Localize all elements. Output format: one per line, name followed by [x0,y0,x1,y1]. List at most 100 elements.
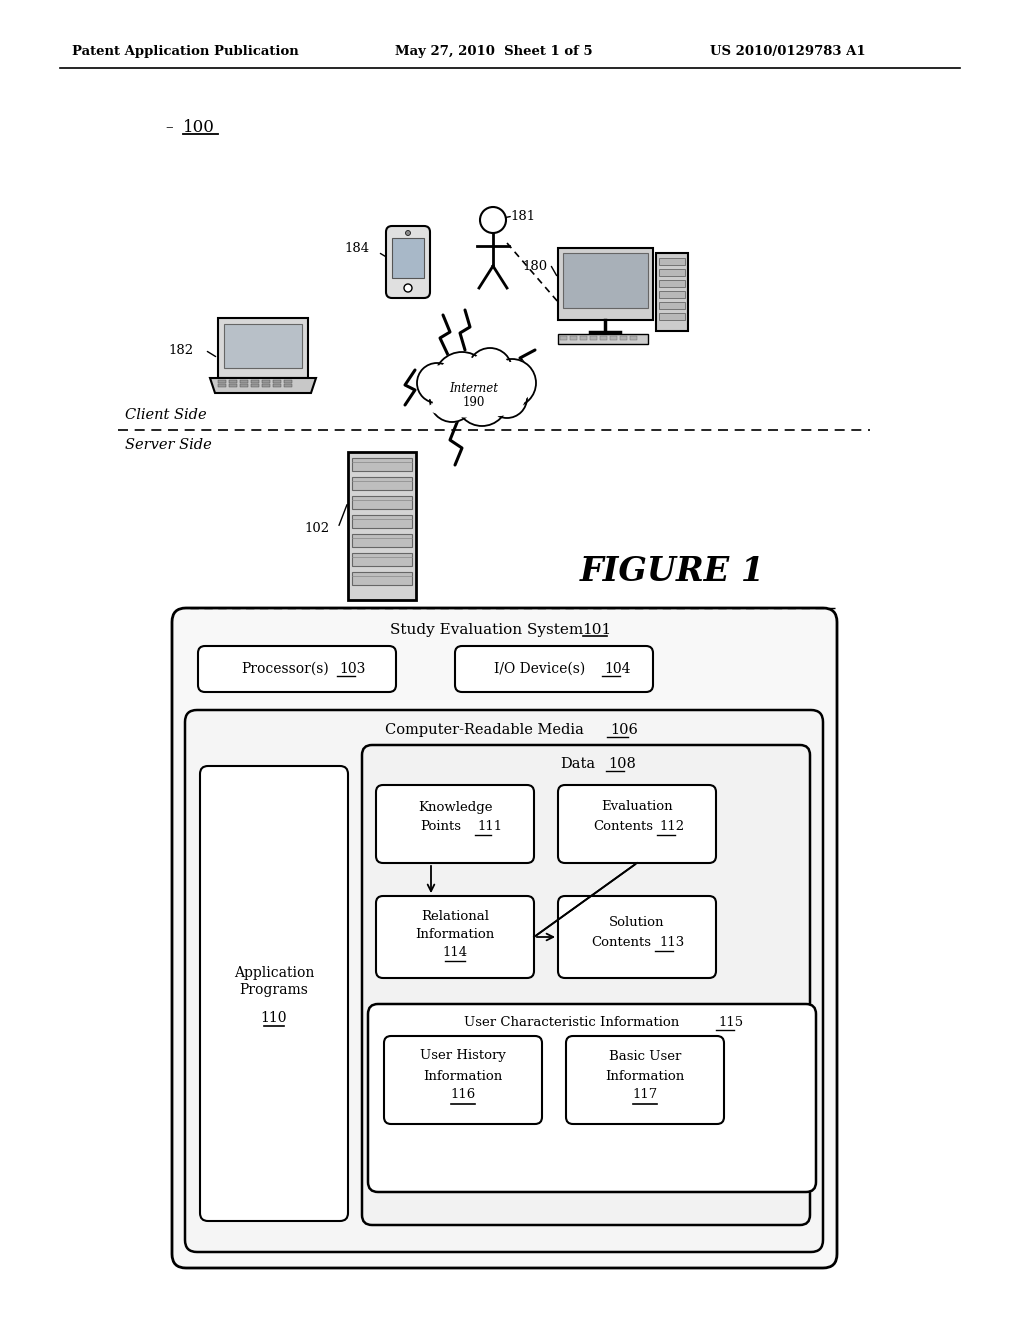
FancyBboxPatch shape [659,290,685,298]
Text: –: – [165,120,173,135]
FancyBboxPatch shape [384,1036,542,1125]
FancyBboxPatch shape [185,710,823,1251]
Text: 117: 117 [633,1089,657,1101]
Text: 180: 180 [523,260,548,273]
Circle shape [480,207,506,234]
FancyBboxPatch shape [262,384,270,387]
Text: May 27, 2010  Sheet 1 of 5: May 27, 2010 Sheet 1 of 5 [395,45,593,58]
Text: 115: 115 [718,1015,743,1028]
FancyBboxPatch shape [284,384,292,387]
Text: Information: Information [423,1069,503,1082]
Text: Knowledge: Knowledge [418,800,493,813]
Text: 182: 182 [169,343,194,356]
Text: Information: Information [605,1069,685,1082]
FancyBboxPatch shape [273,384,281,387]
Text: 100: 100 [183,119,215,136]
FancyBboxPatch shape [386,226,430,298]
FancyBboxPatch shape [200,766,348,1221]
FancyBboxPatch shape [352,496,412,510]
Circle shape [492,363,532,404]
Text: 108: 108 [608,756,636,771]
FancyBboxPatch shape [558,785,716,863]
Text: Basic User: Basic User [609,1049,681,1063]
FancyBboxPatch shape [352,458,412,471]
Text: 190: 190 [463,396,485,408]
FancyBboxPatch shape [659,269,685,276]
FancyBboxPatch shape [659,313,685,319]
Polygon shape [210,378,316,393]
FancyBboxPatch shape [620,337,627,341]
FancyBboxPatch shape [600,337,607,341]
Text: Patent Application Publication: Patent Application Publication [72,45,299,58]
FancyBboxPatch shape [659,257,685,265]
FancyBboxPatch shape [218,318,308,378]
FancyBboxPatch shape [558,334,648,345]
Text: Contents: Contents [593,821,653,833]
Text: Data: Data [560,756,596,771]
Text: Study Evaluation System: Study Evaluation System [390,623,583,638]
FancyBboxPatch shape [376,896,534,978]
FancyBboxPatch shape [240,380,248,383]
FancyBboxPatch shape [251,384,259,387]
FancyBboxPatch shape [590,337,597,341]
Circle shape [456,374,508,426]
FancyBboxPatch shape [229,380,237,383]
FancyBboxPatch shape [656,253,688,331]
FancyBboxPatch shape [659,280,685,286]
FancyBboxPatch shape [229,384,237,387]
FancyBboxPatch shape [630,337,637,341]
FancyBboxPatch shape [558,896,716,978]
Text: 103: 103 [339,663,366,676]
FancyBboxPatch shape [218,384,226,387]
FancyBboxPatch shape [558,248,653,319]
Circle shape [417,363,457,403]
Text: Processor(s): Processor(s) [241,663,329,676]
Circle shape [438,356,485,404]
Text: 113: 113 [659,936,684,949]
Circle shape [490,381,524,414]
FancyBboxPatch shape [273,380,281,383]
Text: Application
Programs: Application Programs [233,966,314,997]
FancyBboxPatch shape [362,744,810,1225]
Text: User Characteristic Information: User Characteristic Information [464,1015,680,1028]
Text: 116: 116 [451,1089,475,1101]
Text: 112: 112 [659,821,684,833]
Text: Relational: Relational [421,909,489,923]
Text: Client Side: Client Side [125,408,207,422]
FancyBboxPatch shape [352,515,412,528]
Ellipse shape [429,399,519,417]
Text: Information: Information [416,928,495,940]
FancyBboxPatch shape [376,785,534,863]
FancyBboxPatch shape [348,451,416,601]
Text: 101: 101 [583,623,611,638]
Text: 114: 114 [442,946,468,960]
Circle shape [471,351,509,388]
FancyBboxPatch shape [560,337,567,341]
FancyBboxPatch shape [240,384,248,387]
Text: 184: 184 [345,242,370,255]
FancyBboxPatch shape [580,337,587,341]
FancyBboxPatch shape [172,609,837,1269]
FancyBboxPatch shape [610,337,617,341]
FancyBboxPatch shape [218,380,226,383]
FancyBboxPatch shape [198,645,396,692]
FancyBboxPatch shape [352,553,412,566]
FancyBboxPatch shape [251,380,259,383]
FancyBboxPatch shape [262,380,270,383]
FancyBboxPatch shape [224,323,302,368]
Circle shape [406,231,411,235]
Text: User History: User History [420,1049,506,1063]
Text: Evaluation: Evaluation [601,800,673,813]
FancyBboxPatch shape [352,535,412,546]
Circle shape [488,359,536,407]
Text: I/O Device(s): I/O Device(s) [495,663,586,676]
Text: Points: Points [421,821,462,833]
Text: 110: 110 [261,1011,288,1024]
FancyBboxPatch shape [284,380,292,383]
Text: Internet: Internet [450,381,499,395]
Text: Solution: Solution [609,916,665,929]
Text: 111: 111 [477,821,502,833]
Text: 104: 104 [604,663,631,676]
Text: 102: 102 [305,521,330,535]
FancyBboxPatch shape [352,572,412,585]
